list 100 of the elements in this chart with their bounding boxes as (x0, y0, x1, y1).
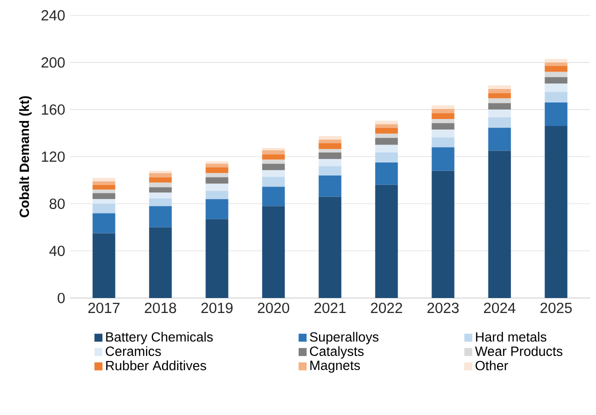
y-tick-label: 240 (42, 10, 65, 21)
x-tick-label: 2020 (258, 302, 290, 314)
bar (488, 103, 511, 110)
y-tick-label: 120 (42, 151, 65, 162)
bar (544, 102, 568, 126)
bar (262, 186, 285, 206)
bar (262, 164, 285, 170)
bar (544, 77, 568, 84)
legend-label: Catalysts (310, 346, 364, 359)
bar (432, 130, 454, 138)
bar (432, 123, 454, 130)
bar (544, 92, 568, 102)
bar (488, 85, 511, 89)
bar (262, 150, 285, 154)
bar (544, 72, 568, 78)
x-tick-label: 2022 (370, 302, 402, 314)
y-tick-label: 200 (42, 57, 65, 68)
bar (375, 162, 398, 185)
bar (262, 176, 285, 187)
bar (432, 118, 454, 124)
bar (432, 137, 454, 148)
bar (488, 88, 511, 94)
bar (206, 190, 228, 200)
bar (318, 196, 342, 298)
bar (375, 144, 398, 153)
y-tick-label: 80 (50, 198, 65, 209)
legend-label: Magnets (310, 360, 360, 373)
bar (488, 110, 511, 118)
bar (262, 154, 285, 160)
legend-label: Ceramics (106, 346, 161, 356)
x-tick-label: 2019 (201, 302, 233, 314)
bar (375, 152, 398, 163)
bar (149, 182, 172, 188)
y-tick-label: 0 (58, 292, 65, 304)
bar (149, 206, 172, 228)
y-tick-label: 40 (49, 246, 65, 256)
bar (262, 206, 285, 298)
bar (375, 124, 398, 128)
y-tick-label: 160 (42, 104, 65, 115)
bar (544, 62, 568, 66)
bar (488, 93, 511, 98)
x-tick-label: 2024 (484, 302, 516, 314)
bar (206, 167, 228, 174)
bar (206, 177, 228, 184)
y-axis-title: Cobalt Demand (kt) (19, 96, 32, 218)
bar (262, 170, 285, 177)
bar (318, 143, 342, 150)
x-tick-label: 2023 (427, 302, 459, 314)
bar (92, 233, 116, 298)
legend-label: Rubber Additives (106, 360, 206, 370)
bar (488, 150, 511, 298)
bar (544, 126, 568, 298)
bar (318, 149, 342, 153)
bar (92, 181, 116, 185)
bar (149, 192, 172, 198)
bar (432, 108, 454, 114)
bar (92, 204, 116, 214)
legend-label: Hard metals (476, 332, 546, 342)
bar (318, 166, 342, 176)
bar (318, 152, 342, 160)
x-tick-label: 2018 (144, 302, 176, 314)
bar (544, 84, 568, 92)
bar (488, 98, 511, 104)
bar (318, 176, 342, 197)
bar (318, 136, 342, 140)
bar (432, 105, 454, 109)
bar (92, 190, 116, 194)
legend-label: Battery Chemicals (106, 332, 213, 344)
bar (488, 117, 511, 128)
bar (488, 128, 511, 151)
bar (92, 193, 116, 200)
bar (318, 140, 342, 144)
bar (375, 128, 398, 134)
legend-label: Superalloys (310, 332, 378, 344)
x-tick-label: 2017 (88, 302, 120, 314)
bar (375, 134, 398, 138)
bar (318, 159, 342, 166)
x-tick-label: 2021 (314, 302, 346, 314)
bar (206, 164, 228, 168)
bar (149, 227, 172, 298)
bar (149, 177, 172, 183)
legend-label: Wear Products (475, 346, 562, 356)
bar (432, 170, 454, 298)
bar (262, 160, 285, 164)
bar (149, 187, 172, 193)
bar (92, 199, 116, 204)
bar (206, 173, 228, 178)
bar (206, 219, 228, 298)
bar (375, 138, 398, 145)
bar (92, 213, 116, 234)
bar (92, 178, 116, 182)
bar (375, 120, 398, 124)
bar (544, 66, 568, 72)
bar (544, 58, 568, 62)
bar (149, 198, 172, 206)
bar (432, 147, 454, 171)
bar (92, 184, 116, 190)
bar (206, 184, 228, 191)
bar (206, 199, 228, 220)
x-tick-label: 2025 (540, 302, 572, 314)
